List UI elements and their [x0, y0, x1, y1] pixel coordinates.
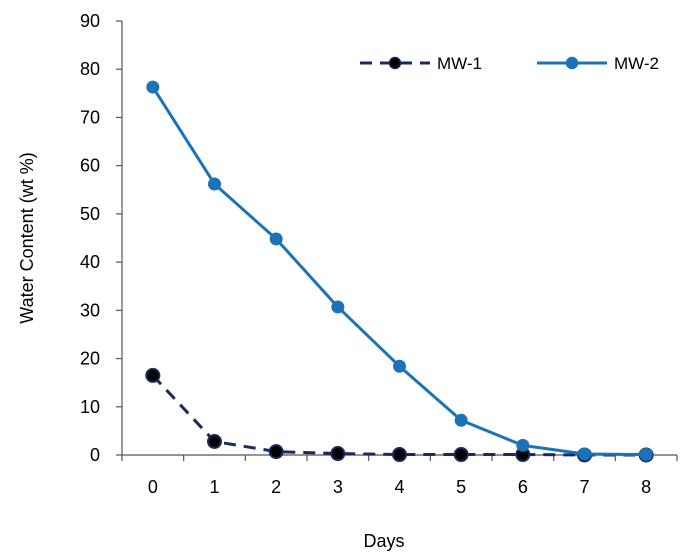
y-tick-label: 50 [80, 204, 100, 224]
series-layer [145, 80, 654, 463]
data-point [331, 300, 345, 314]
y-tick-label: 90 [80, 11, 100, 31]
y-tick-label: 10 [80, 397, 100, 417]
data-point [453, 447, 469, 463]
y-tick-group: 0 10 20 30 40 50 60 70 80 90 [80, 11, 122, 465]
legend-item-mw1: MW-1 [360, 54, 482, 73]
y-tick-label: 0 [90, 445, 100, 465]
legend-item-mw2: MW-2 [537, 54, 659, 73]
data-point [145, 367, 161, 383]
y-tick-label: 70 [80, 107, 100, 127]
x-axis-title: Days [363, 531, 404, 551]
y-tick-label: 40 [80, 252, 100, 272]
data-point [330, 446, 346, 462]
data-point [454, 413, 468, 427]
data-point [207, 433, 222, 449]
legend: MW-1 MW-2 [360, 54, 659, 73]
x-tick-label: 6 [518, 477, 528, 497]
series-mw-2 [146, 80, 653, 462]
data-point [639, 448, 653, 462]
data-point [393, 359, 406, 373]
x-tick-group: 0 1 2 3 4 5 6 7 8 [121, 455, 678, 497]
y-tick-label: 30 [80, 300, 100, 320]
x-tick-label: 2 [271, 477, 281, 497]
data-point [516, 438, 530, 452]
y-axis: 0 10 20 30 40 50 60 70 80 90 [80, 11, 123, 465]
legend-marker-mw2 [565, 56, 579, 70]
x-tick-label: 8 [641, 477, 651, 497]
data-point [392, 447, 407, 463]
y-tick-label: 60 [80, 156, 100, 176]
data-point [269, 232, 283, 246]
x-tick-label: 5 [456, 477, 466, 497]
x-tick-label: 1 [209, 477, 219, 497]
series-mw-1 [145, 367, 654, 463]
series-line [151, 374, 647, 457]
y-tick-label: 20 [80, 349, 100, 369]
legend-label-mw1: MW-1 [437, 54, 482, 73]
data-point [578, 447, 591, 461]
data-point [146, 80, 160, 94]
series-line [151, 86, 647, 457]
y-axis-title: Water Content (wt %) [17, 152, 37, 323]
x-tick-label: 0 [148, 477, 158, 497]
legend-marker-mw1 [388, 56, 402, 70]
legend-label-mw2: MW-2 [614, 54, 659, 73]
x-tick-label: 3 [333, 477, 343, 497]
x-tick-label: 4 [394, 477, 404, 497]
x-tick-label: 7 [579, 477, 589, 497]
y-tick-label: 80 [80, 59, 100, 79]
data-point [268, 444, 284, 460]
data-point [208, 177, 221, 191]
